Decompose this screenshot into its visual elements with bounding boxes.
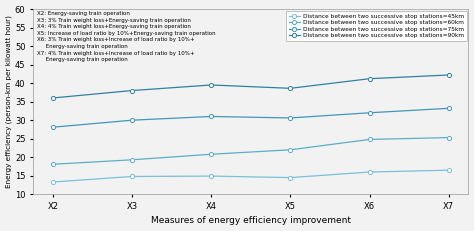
Distance between two successive stop stations=90km: [288, 87, 293, 90]
Distance between two successive stop stations=45km: [209, 175, 214, 177]
Distance between two successive stop stations=90km: [129, 89, 135, 92]
Distance between two successive stop stations=60km: [367, 138, 373, 141]
Distance between two successive stop stations=45km: [129, 175, 135, 178]
Distance between two successive stop stations=60km: [129, 158, 135, 161]
Distance between two successive stop stations=45km: [367, 171, 373, 173]
Distance between two successive stop stations=45km: [50, 181, 56, 183]
Distance between two successive stop stations=90km: [446, 74, 452, 76]
Distance between two successive stop stations=75km: [288, 117, 293, 119]
Line: Distance between two successive stop stations=75km: Distance between two successive stop sta…: [51, 106, 451, 129]
Distance between two successive stop stations=45km: [446, 169, 452, 172]
Y-axis label: Energy efficiency (person-km per kilowatt hour): Energy efficiency (person-km per kilowat…: [6, 15, 12, 188]
Distance between two successive stop stations=75km: [367, 111, 373, 114]
Distance between two successive stop stations=60km: [446, 136, 452, 139]
Distance between two successive stop stations=75km: [50, 126, 56, 129]
Line: Distance between two successive stop stations=90km: Distance between two successive stop sta…: [51, 73, 451, 100]
Distance between two successive stop stations=75km: [446, 107, 452, 110]
Distance between two successive stop stations=90km: [209, 84, 214, 86]
Distance between two successive stop stations=60km: [209, 153, 214, 156]
Distance between two successive stop stations=75km: [129, 119, 135, 122]
Line: Distance between two successive stop stations=45km: Distance between two successive stop sta…: [51, 168, 451, 184]
Line: Distance between two successive stop stations=60km: Distance between two successive stop sta…: [51, 136, 451, 166]
Distance between two successive stop stations=90km: [367, 77, 373, 80]
Text: X2: Energy-saving train operation
X3: 3% Train weight loss+Energy-saving train o: X2: Energy-saving train operation X3: 3%…: [37, 11, 216, 62]
Distance between two successive stop stations=45km: [288, 176, 293, 179]
X-axis label: Measures of energy efficiency improvement: Measures of energy efficiency improvemen…: [151, 216, 351, 225]
Distance between two successive stop stations=60km: [50, 163, 56, 166]
Legend: Distance between two successive stop stations=45km, Distance between two success: Distance between two successive stop sta…: [286, 11, 467, 41]
Distance between two successive stop stations=90km: [50, 97, 56, 99]
Distance between two successive stop stations=60km: [288, 148, 293, 151]
Distance between two successive stop stations=75km: [209, 115, 214, 118]
